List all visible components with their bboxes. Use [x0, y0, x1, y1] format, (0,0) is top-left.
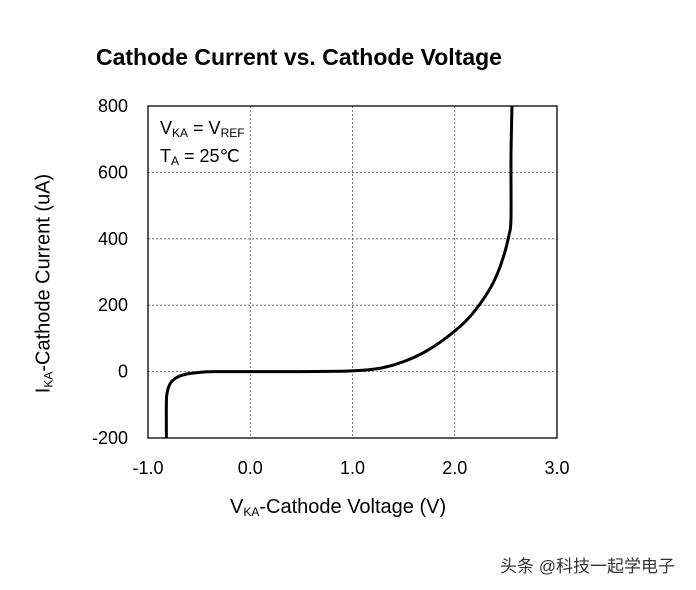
series-group — [164, 105, 514, 439]
x-tick-label-0: -1.0 — [132, 458, 163, 478]
chart-title: Cathode Current vs. Cathode Voltage — [96, 44, 502, 70]
y-tick-label-0: -200 — [92, 428, 128, 448]
annotation-2-part-1: A — [171, 154, 180, 168]
annotation-1-part-2: = V — [188, 118, 221, 138]
y-tick-label-1: 0 — [118, 362, 128, 382]
plot-frame — [147, 105, 558, 439]
y-tick-label-2: 200 — [98, 295, 128, 315]
annotation-2-part-2: = 25℃ — [179, 146, 240, 166]
axis-ticks: -1.0 0.0 1.0 2.0 3.0 -200 0 200 400 600 800 — [92, 96, 570, 478]
annotation-1-part-0: V — [160, 118, 173, 138]
y-tick-label-5: 800 — [98, 96, 128, 116]
x-axis-label: VKA-Cathode Voltage (V) — [230, 496, 447, 519]
y-tick-label-3: 400 — [98, 229, 128, 249]
y-axis-label: IKA-Cathode Current (uA) — [32, 173, 56, 394]
x-tick-label-4: 3.0 — [544, 458, 569, 478]
annotation-temperature: TA = 25℃ — [160, 146, 240, 168]
series-line-0 — [164, 105, 514, 439]
x-tick-label-3: 2.0 — [442, 458, 467, 478]
x-tick-label-2: 1.0 — [340, 458, 365, 478]
annotation-1-part-1: KA — [172, 126, 189, 140]
annotation-vka-equals-vref: VKA = VREF — [160, 118, 245, 140]
x-tick-label-1: 0.0 — [238, 458, 263, 478]
annotation-2-part-0: T — [160, 146, 171, 166]
annotation-1-part-3: REF — [220, 126, 245, 140]
watermark-text: 头条 @科技一起学电子 — [500, 557, 675, 576]
y-tick-label-4: 600 — [98, 162, 128, 182]
